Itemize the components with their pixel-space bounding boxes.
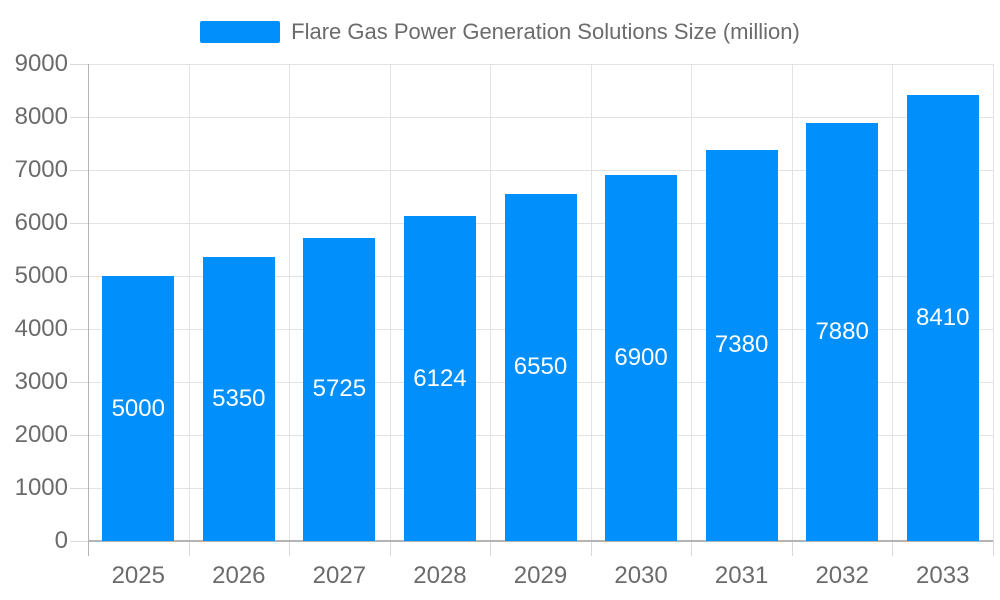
- gridline-vertical: [892, 64, 894, 541]
- x-axis-tick: [791, 541, 793, 556]
- bar-value-label: 7880: [815, 318, 869, 346]
- gridline-horizontal: [88, 117, 993, 118]
- legend-label: Flare Gas Power Generation Solutions Siz…: [291, 19, 800, 44]
- bar-2030[interactable]: [605, 175, 678, 541]
- y-axis-tick: [70, 541, 88, 542]
- bar-value-label: 6124: [413, 364, 467, 392]
- x-axis-label: 2027: [312, 562, 367, 589]
- y-axis-tick: [70, 488, 88, 489]
- y-axis-label: 1000: [14, 474, 68, 501]
- x-axis-label: 2033: [916, 562, 970, 589]
- bar-2027[interactable]: [303, 237, 376, 541]
- bar-value-label: 6550: [513, 353, 568, 381]
- y-axis-label: 0: [54, 527, 68, 554]
- gridline-vertical: [590, 64, 592, 541]
- y-axis-label: 4000: [14, 315, 68, 342]
- bar-value-label: 6900: [614, 344, 668, 372]
- x-axis-tick: [188, 541, 190, 556]
- gridline-vertical: [791, 64, 793, 541]
- x-axis-label: 2030: [614, 562, 668, 589]
- x-axis-label: 2031: [714, 562, 769, 589]
- legend-swatch: [200, 21, 281, 43]
- x-axis-label: 2025: [111, 562, 165, 589]
- bar-value-label: 7380: [714, 331, 769, 359]
- y-axis-line: [88, 64, 89, 556]
- gridline-vertical: [490, 64, 492, 541]
- x-axis-tick: [590, 541, 592, 556]
- y-axis-label: 6000: [14, 209, 68, 236]
- y-axis-tick: [70, 435, 88, 436]
- legend-item[interactable]: Flare Gas Power Generation Solutions Siz…: [0, 18, 1000, 46]
- x-axis-label: 2032: [815, 562, 869, 589]
- x-axis-tick: [490, 541, 492, 556]
- x-axis-tick: [289, 541, 291, 556]
- bar-value-label: 5725: [312, 375, 367, 403]
- x-axis-label: 2028: [413, 562, 467, 589]
- y-axis-tick: [70, 382, 88, 383]
- y-axis-label: 8000: [14, 103, 68, 130]
- bar-2029[interactable]: [504, 193, 577, 541]
- y-axis-label: 2000: [14, 421, 68, 448]
- gridline-horizontal: [88, 64, 993, 65]
- x-axis-line: [88, 540, 993, 542]
- y-axis-tick: [70, 170, 88, 171]
- gridline-horizontal: [88, 170, 993, 171]
- bar-2033[interactable]: [906, 95, 979, 541]
- bar-value-label: 5000: [111, 394, 165, 422]
- bar-2025[interactable]: [102, 276, 175, 541]
- y-axis-tick: [70, 223, 88, 224]
- gridline-vertical: [691, 64, 693, 541]
- x-axis-tick: [993, 541, 994, 556]
- y-axis-label: 3000: [14, 368, 68, 395]
- y-axis-tick: [70, 64, 88, 65]
- gridline-vertical: [188, 64, 190, 541]
- y-axis-tick: [70, 276, 88, 277]
- y-axis-tick: [70, 117, 88, 118]
- x-axis-tick: [691, 541, 693, 556]
- x-axis-label: 2029: [513, 562, 568, 589]
- bar-2028[interactable]: [403, 216, 476, 541]
- y-axis-label: 5000: [14, 262, 68, 289]
- bar-value-label: 8410: [916, 304, 970, 332]
- bar-2032[interactable]: [806, 123, 879, 541]
- y-axis-label: 7000: [14, 156, 68, 183]
- gridline-vertical: [389, 64, 391, 541]
- bar-value-label: 5350: [212, 385, 266, 413]
- y-axis-tick: [70, 329, 88, 330]
- gridline-vertical: [289, 64, 291, 541]
- x-axis-tick: [892, 541, 894, 556]
- bar-2026[interactable]: [202, 257, 275, 541]
- y-axis-label: 9000: [14, 50, 68, 77]
- gridline-vertical: [993, 64, 994, 541]
- x-axis-tick: [389, 541, 391, 556]
- bar-2031[interactable]: [705, 149, 778, 541]
- x-axis-label: 2026: [212, 562, 266, 589]
